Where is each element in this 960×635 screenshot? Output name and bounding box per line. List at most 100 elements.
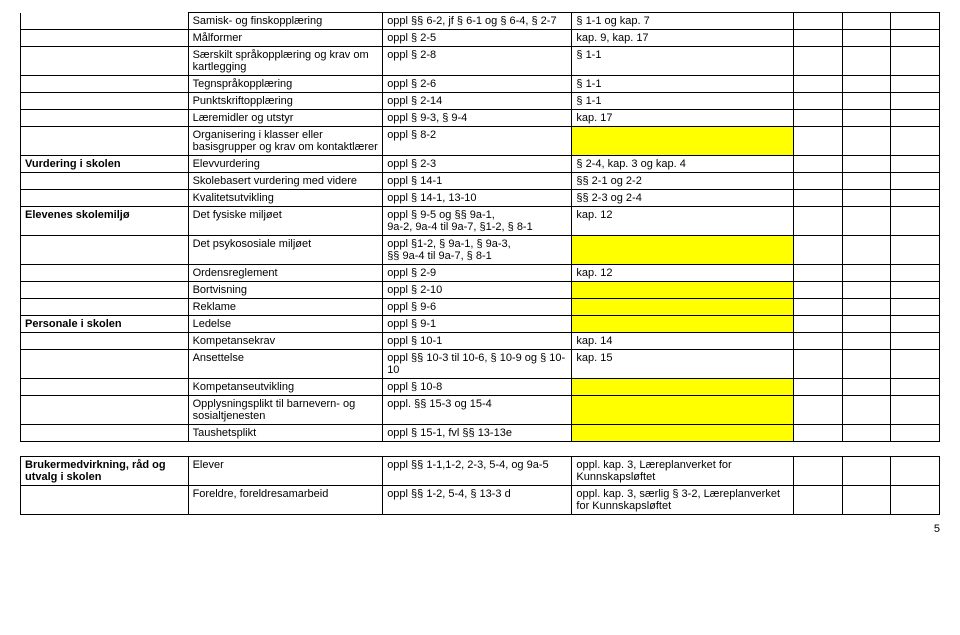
section-label [21,47,189,76]
cell-empty [891,47,940,76]
cell-empty [891,316,940,333]
cell-ref1: oppl § 9-5 og §§ 9a-1,9a-2, 9a-4 til 9a-… [383,207,572,236]
cell-empty [794,207,843,236]
cell-topic: Kompetansekrav [188,333,383,350]
cell-ref1: oppl. §§ 15-3 og 15-4 [383,396,572,425]
section-label [21,425,189,442]
section-label [21,76,189,93]
cell-topic: Det psykososiale miljøet [188,236,383,265]
cell-empty [891,350,940,379]
section-label [21,333,189,350]
cell-ref2 [572,425,794,442]
section-label [21,236,189,265]
cell-ref1: oppl § 2-3 [383,156,572,173]
table-row: Punktskriftopplæring oppl § 2-14 § 1-1 [21,93,940,110]
section-label [21,396,189,425]
cell-topic: Samisk- og finskopplæring [188,13,383,30]
cell-empty [794,282,843,299]
cell-empty [794,13,843,30]
cell-topic: Læremidler og utstyr [188,110,383,127]
cell-empty [794,299,843,316]
cell-empty [842,156,891,173]
cell-topic: Kompetanseutvikling [188,379,383,396]
cell-ref1: oppl § 2-10 [383,282,572,299]
cell-topic: Målformer [188,30,383,47]
cell-empty [794,190,843,207]
cell-empty [842,457,891,486]
cell-topic: Elevvurdering [188,156,383,173]
cell-ref1: oppl § 2-9 [383,265,572,282]
cell-ref2: § 1-1 [572,76,794,93]
cell-ref2: oppl. kap. 3, særlig § 3-2, Læreplanverk… [572,486,794,515]
cell-topic: Ledelse [188,316,383,333]
section-label [21,299,189,316]
cell-empty [891,30,940,47]
cell-ref1: oppl §§ 1-1,1-2, 2-3, 5-4, og 9a-5 [383,457,572,486]
cell-ref2 [572,127,794,156]
cell-empty [794,396,843,425]
cell-ref1: oppl § 2-14 [383,93,572,110]
cell-empty [794,265,843,282]
cell-empty [794,379,843,396]
cell-ref1: oppl § 14-1 [383,173,572,190]
cell-ref1: oppl § 2-5 [383,30,572,47]
cell-empty [794,316,843,333]
cell-ref2 [572,299,794,316]
table-row: Samisk- og finskopplæring oppl §§ 6-2, j… [21,13,940,30]
cell-ref1: oppl § 9-6 [383,299,572,316]
main-table: Samisk- og finskopplæring oppl §§ 6-2, j… [20,12,940,442]
cell-empty [842,207,891,236]
section-label [21,93,189,110]
cell-topic: Foreldre, foreldresamarbeid [188,486,383,515]
cell-topic: Ansettelse [188,350,383,379]
cell-empty [794,93,843,110]
cell-empty [842,425,891,442]
cell-ref2: §§ 2-1 og 2-2 [572,173,794,190]
table-row: Kvalitetsutvikling oppl § 14-1, 13-10 §§… [21,190,940,207]
cell-ref2: § 1-1 [572,47,794,76]
table-row: Tegnspråkopplæring oppl § 2-6 § 1-1 [21,76,940,93]
cell-ref1: oppl § 8-2 [383,127,572,156]
cell-empty [891,236,940,265]
cell-ref2: kap. 14 [572,333,794,350]
table-row: Foreldre, foreldresamarbeid oppl §§ 1-2,… [21,486,940,515]
cell-empty [794,486,843,515]
cell-ref1: oppl § 9-1 [383,316,572,333]
section-label [21,486,189,515]
cell-empty [842,333,891,350]
section-label [21,282,189,299]
cell-ref2: §§ 2-3 og 2-4 [572,190,794,207]
cell-topic: Organisering i klasser eller basisgruppe… [188,127,383,156]
cell-ref2: kap. 12 [572,207,794,236]
cell-empty [794,333,843,350]
cell-ref1: oppl § 2-6 [383,76,572,93]
table-row: Særskilt språkopplæring og krav om kartl… [21,47,940,76]
cell-ref2 [572,396,794,425]
cell-empty [891,173,940,190]
page-number: 5 [20,523,940,535]
cell-empty [891,457,940,486]
cell-empty [794,47,843,76]
section-label: Personale i skolen [21,316,189,333]
cell-empty [842,379,891,396]
cell-empty [842,30,891,47]
section-label [21,110,189,127]
cell-empty [794,173,843,190]
cell-empty [891,333,940,350]
cell-ref1: oppl § 2-8 [383,47,572,76]
cell-empty [794,76,843,93]
cell-empty [891,486,940,515]
cell-topic: Reklame [188,299,383,316]
cell-ref2 [572,379,794,396]
cell-topic: Tegnspråkopplæring [188,76,383,93]
cell-empty [842,110,891,127]
cell-topic: Bortvisning [188,282,383,299]
cell-empty [842,13,891,30]
table-row: Ordensreglement oppl § 2-9 kap. 12 [21,265,940,282]
cell-empty [842,486,891,515]
cell-ref2 [572,282,794,299]
cell-empty [891,127,940,156]
table-row: Taushetsplikt oppl § 15-1, fvl §§ 13-13e [21,425,940,442]
table-row: Reklame oppl § 9-6 [21,299,940,316]
table-row: Organisering i klasser eller basisgruppe… [21,127,940,156]
